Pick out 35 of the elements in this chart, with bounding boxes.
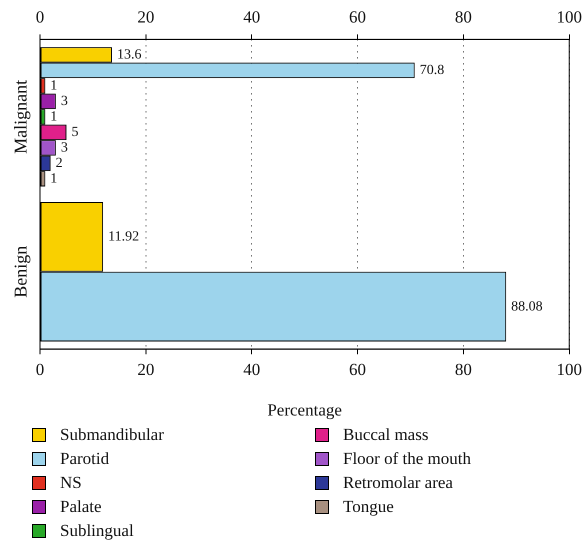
x-axis-title: Percentage [267, 400, 342, 420]
data-label: 1 [50, 110, 58, 125]
x-tick-label: 40 [243, 360, 260, 379]
data-label: 70.8 [420, 63, 444, 78]
y-tick-label: Malignant [10, 80, 31, 154]
x-tick-label: 100 [556, 360, 582, 379]
x2-tick-label: 40 [243, 8, 260, 27]
legend-label: Buccal mass [343, 425, 428, 445]
legend-label: Palate [60, 497, 102, 517]
x2-tick-label: 0 [36, 8, 44, 27]
data-label: 11.92 [108, 230, 140, 245]
x-tick-label: 80 [454, 360, 472, 379]
x-tick-label: 60 [349, 360, 366, 379]
legend-label: Retromolar area [343, 473, 453, 493]
legend-label: Tongue [343, 497, 394, 517]
y-tick-label: Benign [10, 246, 31, 298]
data-label: 2 [56, 156, 63, 171]
x2-tick-label: 100 [556, 8, 582, 27]
data-label: 1 [50, 78, 58, 94]
data-label: 5 [71, 125, 78, 140]
x-tick-label: 20 [137, 360, 154, 379]
data-label: 3 [60, 140, 68, 156]
x2-tick-label: 60 [349, 8, 366, 27]
x2-tick-label: 20 [137, 8, 154, 27]
legend-label: NS [60, 473, 82, 493]
legend-label: Submandibular [60, 425, 164, 445]
data-label: 88.08 [511, 299, 543, 314]
data-label: 1 [50, 171, 58, 186]
legend-label: Floor of the mouth [343, 449, 471, 469]
x-tick-label: 0 [36, 360, 44, 379]
x2-tick-label: 80 [454, 8, 472, 27]
data-label: 3 [60, 94, 68, 110]
legend-label: Sublingual [60, 521, 134, 541]
legend-label: Parotid [60, 449, 110, 469]
data-label: 13.6 [116, 48, 142, 63]
